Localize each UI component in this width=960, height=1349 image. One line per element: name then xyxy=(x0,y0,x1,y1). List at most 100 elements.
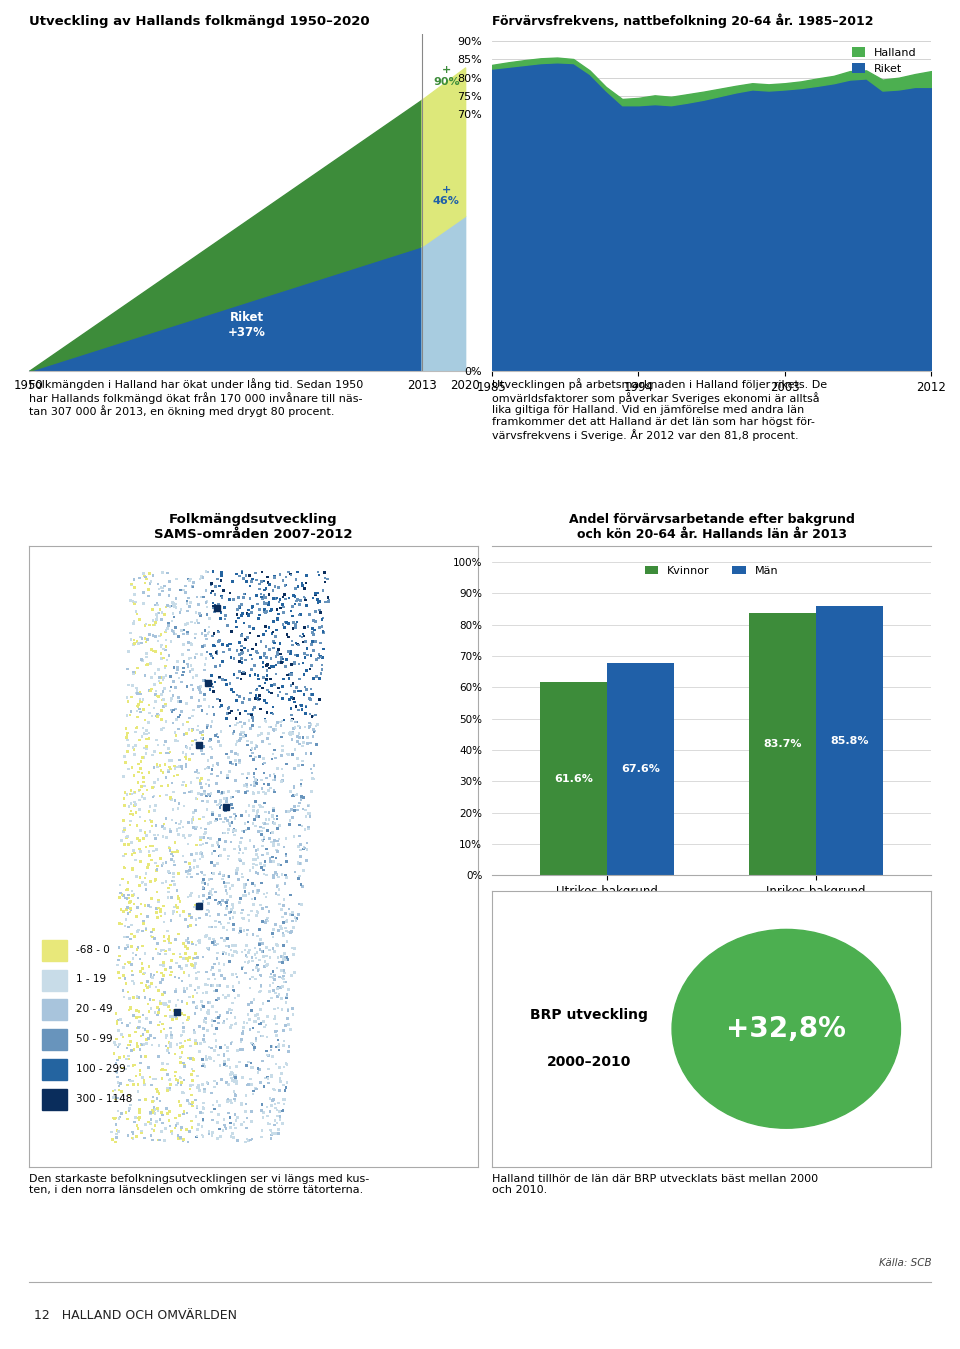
Point xyxy=(156,951,171,973)
Point xyxy=(213,602,228,623)
Point xyxy=(160,1078,176,1099)
Point xyxy=(158,1005,174,1027)
Point xyxy=(171,691,186,712)
Point xyxy=(131,1017,146,1039)
Point xyxy=(272,1039,287,1060)
Point xyxy=(161,932,177,954)
Point xyxy=(190,947,205,969)
Point xyxy=(117,954,132,975)
Point xyxy=(216,822,231,843)
Point xyxy=(217,871,232,893)
Point xyxy=(239,571,254,592)
Point xyxy=(235,587,251,608)
Point xyxy=(150,685,165,707)
Point xyxy=(148,691,163,712)
Point xyxy=(277,1014,293,1036)
Point xyxy=(185,572,201,594)
Point xyxy=(204,1101,219,1122)
Point xyxy=(190,863,205,885)
Point xyxy=(205,561,221,583)
Point xyxy=(276,912,291,934)
Point xyxy=(228,734,244,755)
Point xyxy=(111,946,127,967)
Point xyxy=(221,844,236,866)
Point xyxy=(268,626,283,648)
Point xyxy=(275,711,290,733)
Point xyxy=(136,565,152,587)
Point xyxy=(302,703,318,724)
Point xyxy=(258,1067,274,1089)
Point xyxy=(149,881,164,902)
Point xyxy=(170,660,185,681)
Point xyxy=(158,629,174,650)
Point xyxy=(116,956,132,978)
Point xyxy=(113,1009,129,1031)
Point xyxy=(260,572,276,594)
Point xyxy=(171,888,186,909)
Point xyxy=(274,898,289,920)
Point xyxy=(300,727,315,749)
Point xyxy=(122,987,137,1009)
Point xyxy=(183,772,199,793)
Point xyxy=(125,947,140,969)
Point xyxy=(210,754,226,776)
Point xyxy=(193,676,208,697)
Point xyxy=(179,929,194,951)
Point xyxy=(201,1000,216,1021)
Point xyxy=(248,688,263,710)
Text: 67.6%: 67.6% xyxy=(621,765,660,774)
Point xyxy=(220,703,235,724)
Point xyxy=(279,911,295,932)
Point xyxy=(132,840,148,862)
Point xyxy=(204,862,220,884)
Point xyxy=(281,561,297,583)
Point xyxy=(117,751,132,773)
Point xyxy=(132,688,148,710)
Point xyxy=(273,633,288,654)
Point xyxy=(170,757,185,778)
Point xyxy=(184,687,200,708)
Point xyxy=(262,716,277,738)
Point xyxy=(244,704,259,726)
Point xyxy=(258,865,274,886)
Point xyxy=(216,865,231,886)
Point xyxy=(291,851,306,873)
Point xyxy=(120,951,135,973)
Point xyxy=(163,676,179,697)
Point xyxy=(135,699,151,720)
Point xyxy=(162,874,178,896)
Point xyxy=(288,614,303,635)
Point xyxy=(312,591,327,612)
Point xyxy=(111,962,127,983)
Point xyxy=(170,897,185,919)
Point xyxy=(206,1070,222,1091)
Point xyxy=(271,1029,286,1051)
Point xyxy=(261,773,276,795)
Point xyxy=(177,1004,192,1025)
Point xyxy=(239,1128,254,1149)
Point xyxy=(126,943,141,965)
Point xyxy=(239,946,254,967)
Point xyxy=(279,1071,295,1093)
Point xyxy=(140,970,156,992)
Point xyxy=(199,580,214,602)
Point xyxy=(164,1122,180,1144)
Point xyxy=(301,716,317,738)
Text: Källa: SCB: Källa: SCB xyxy=(878,1259,931,1268)
Point xyxy=(234,716,250,738)
Point xyxy=(150,592,165,614)
Point xyxy=(198,561,213,583)
Point xyxy=(139,824,155,846)
Point xyxy=(196,727,211,749)
Point xyxy=(254,873,270,894)
Point xyxy=(160,1037,176,1059)
Point xyxy=(252,697,268,719)
Point xyxy=(185,1070,201,1091)
Point xyxy=(256,827,272,849)
Point xyxy=(304,684,320,706)
Point xyxy=(117,834,132,855)
Point xyxy=(252,950,267,971)
Point xyxy=(199,672,214,693)
Point xyxy=(122,1068,137,1090)
Point xyxy=(277,947,293,969)
